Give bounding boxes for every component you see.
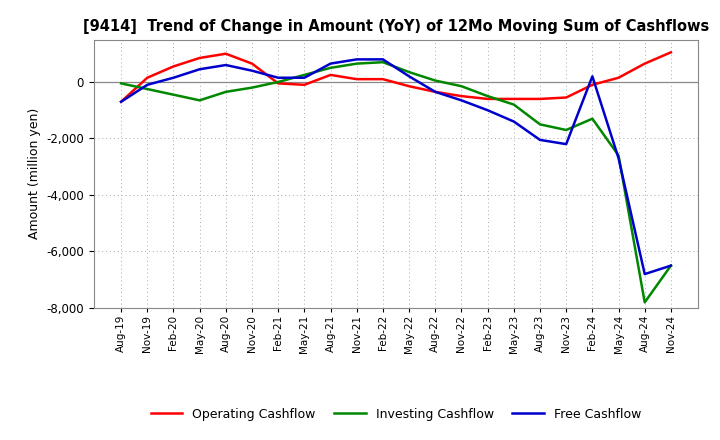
Free Cashflow bbox=[222, 62, 230, 68]
Free Cashflow bbox=[143, 82, 152, 88]
Line: Operating Cashflow: Operating Cashflow bbox=[121, 52, 671, 102]
Operating Cashflow bbox=[274, 81, 282, 86]
Investing Cashflow bbox=[352, 61, 361, 66]
Investing Cashflow bbox=[457, 84, 466, 89]
Operating Cashflow bbox=[614, 75, 623, 81]
Operating Cashflow bbox=[169, 64, 178, 69]
Free Cashflow bbox=[117, 99, 125, 104]
Free Cashflow bbox=[588, 73, 597, 79]
Investing Cashflow bbox=[667, 263, 675, 268]
Free Cashflow bbox=[614, 156, 623, 161]
Investing Cashflow bbox=[562, 127, 570, 132]
Operating Cashflow bbox=[352, 77, 361, 82]
Free Cashflow bbox=[536, 137, 544, 143]
Line: Investing Cashflow: Investing Cashflow bbox=[121, 62, 671, 302]
Free Cashflow bbox=[352, 57, 361, 62]
Free Cashflow bbox=[248, 68, 256, 73]
Free Cashflow bbox=[195, 66, 204, 72]
Operating Cashflow bbox=[510, 96, 518, 102]
Operating Cashflow bbox=[536, 96, 544, 102]
Operating Cashflow bbox=[640, 61, 649, 66]
Investing Cashflow bbox=[274, 79, 282, 84]
Operating Cashflow bbox=[405, 84, 413, 89]
Line: Free Cashflow: Free Cashflow bbox=[121, 59, 671, 274]
Operating Cashflow bbox=[222, 51, 230, 56]
Investing Cashflow bbox=[431, 78, 440, 83]
Investing Cashflow bbox=[195, 98, 204, 103]
Operating Cashflow bbox=[195, 55, 204, 61]
Free Cashflow bbox=[562, 142, 570, 147]
Investing Cashflow bbox=[169, 92, 178, 97]
Investing Cashflow bbox=[248, 85, 256, 90]
Operating Cashflow bbox=[562, 95, 570, 100]
Free Cashflow bbox=[405, 73, 413, 79]
Investing Cashflow bbox=[379, 59, 387, 65]
Free Cashflow bbox=[274, 75, 282, 81]
Operating Cashflow bbox=[431, 89, 440, 95]
Investing Cashflow bbox=[640, 300, 649, 305]
Free Cashflow bbox=[431, 89, 440, 95]
Free Cashflow bbox=[640, 271, 649, 277]
Operating Cashflow bbox=[588, 82, 597, 88]
Operating Cashflow bbox=[457, 93, 466, 99]
Investing Cashflow bbox=[588, 116, 597, 121]
Investing Cashflow bbox=[117, 81, 125, 86]
Free Cashflow bbox=[379, 57, 387, 62]
Free Cashflow bbox=[510, 119, 518, 124]
Operating Cashflow bbox=[326, 72, 335, 77]
Free Cashflow bbox=[300, 75, 309, 81]
Investing Cashflow bbox=[300, 72, 309, 77]
Title: [9414]  Trend of Change in Amount (YoY) of 12Mo Moving Sum of Cashflows: [9414] Trend of Change in Amount (YoY) o… bbox=[83, 19, 709, 34]
Free Cashflow bbox=[457, 98, 466, 103]
Investing Cashflow bbox=[510, 102, 518, 107]
Operating Cashflow bbox=[379, 77, 387, 82]
Legend: Operating Cashflow, Investing Cashflow, Free Cashflow: Operating Cashflow, Investing Cashflow, … bbox=[146, 403, 646, 426]
Free Cashflow bbox=[483, 108, 492, 113]
Free Cashflow bbox=[169, 75, 178, 81]
Investing Cashflow bbox=[536, 122, 544, 127]
Investing Cashflow bbox=[405, 70, 413, 75]
Operating Cashflow bbox=[667, 50, 675, 55]
Operating Cashflow bbox=[117, 99, 125, 104]
Investing Cashflow bbox=[326, 65, 335, 70]
Free Cashflow bbox=[326, 61, 335, 66]
Investing Cashflow bbox=[614, 153, 623, 158]
Operating Cashflow bbox=[143, 75, 152, 81]
Y-axis label: Amount (million yen): Amount (million yen) bbox=[27, 108, 40, 239]
Investing Cashflow bbox=[143, 86, 152, 92]
Investing Cashflow bbox=[222, 89, 230, 95]
Investing Cashflow bbox=[483, 93, 492, 99]
Operating Cashflow bbox=[483, 96, 492, 102]
Free Cashflow bbox=[667, 263, 675, 268]
Operating Cashflow bbox=[300, 82, 309, 88]
Operating Cashflow bbox=[248, 61, 256, 66]
